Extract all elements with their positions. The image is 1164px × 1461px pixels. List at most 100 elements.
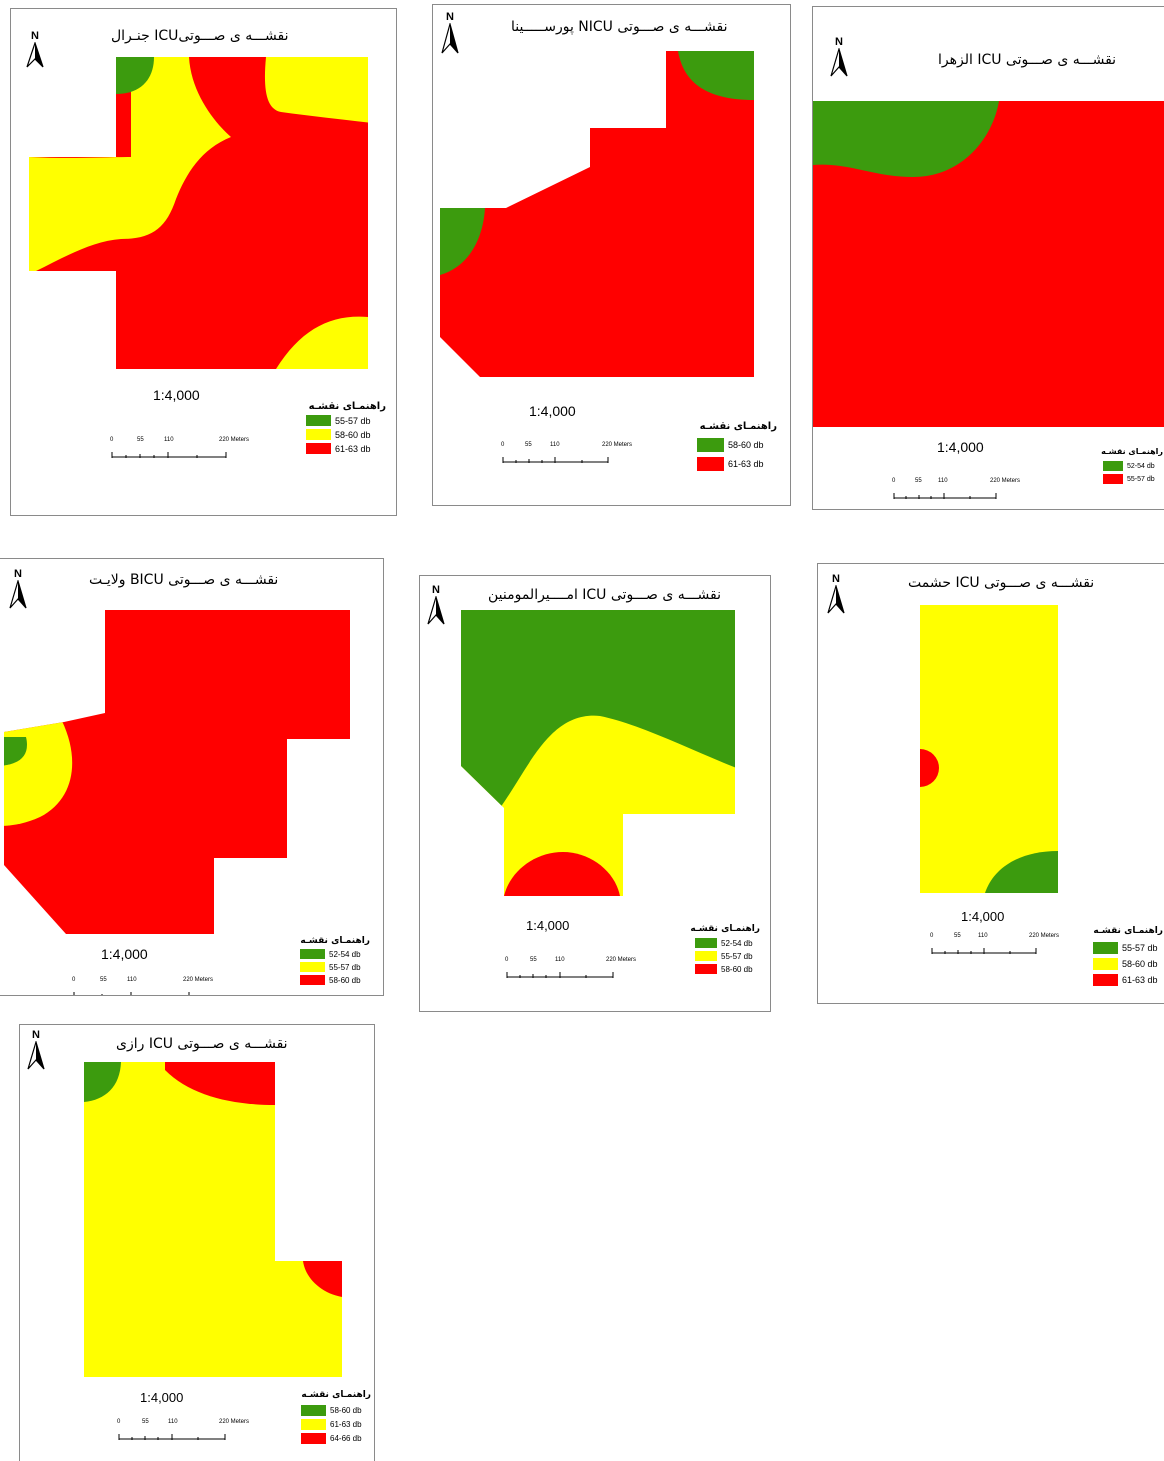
scale-tick-label: 55 bbox=[100, 977, 107, 983]
legend-item: 61-63 db bbox=[1093, 974, 1163, 986]
legend-item: 61-63 db bbox=[697, 457, 777, 471]
legend-swatch bbox=[695, 964, 717, 974]
green-zone bbox=[84, 1062, 121, 1102]
north-label: N bbox=[835, 36, 843, 48]
legend-item: 58-60 db bbox=[306, 429, 386, 440]
green-zone bbox=[461, 610, 735, 808]
legend-swatch bbox=[695, 938, 717, 948]
map-panel-amir: نقشـــه ی صـــوتی ICU امــــیرالمومنین N… bbox=[419, 575, 771, 1012]
north-label: N bbox=[832, 573, 840, 585]
north-label: N bbox=[31, 30, 39, 42]
north-arrow-icon bbox=[27, 1039, 45, 1070]
scale-tick-label: 110 bbox=[550, 442, 560, 448]
map-legend: راهنمـای نقشـه 58-60 db 61-63 db bbox=[697, 421, 777, 471]
legend-swatch bbox=[697, 438, 724, 452]
scale-bar: 0 55 110 220 Meters bbox=[501, 442, 652, 469]
legend-swatch bbox=[306, 443, 331, 454]
legend-item: 61-63 db bbox=[306, 443, 386, 454]
scale-tick-label: 55 bbox=[915, 478, 922, 484]
scale-bar-line bbox=[502, 457, 609, 463]
map-title: نقشـــه ی صـــوتی ICU الزهرا bbox=[938, 52, 1117, 68]
noise-map-amir bbox=[461, 610, 735, 896]
scale-ratio: 1:4,000 bbox=[937, 439, 984, 455]
legend-label: 61-63 db bbox=[330, 1420, 362, 1429]
scale-tick-label: 220 Meters bbox=[219, 437, 250, 443]
legend-item: 58-60 db bbox=[300, 975, 370, 985]
north-arrow-icon bbox=[830, 46, 848, 77]
legend-item: 55-57 db bbox=[300, 962, 370, 972]
scale-tick-label: 0 bbox=[117, 1419, 121, 1425]
legend-swatch bbox=[306, 415, 331, 426]
yellow-zone bbox=[84, 1062, 342, 1377]
legend-item: 58-60 db bbox=[1093, 958, 1163, 970]
scale-ratio: 1:4,000 bbox=[526, 918, 570, 933]
legend-swatch bbox=[1093, 974, 1118, 986]
red-zone bbox=[920, 749, 939, 787]
scale-bar: 0 55 110 220 Meters bbox=[892, 478, 1043, 505]
yellow-zone bbox=[264, 57, 368, 129]
north-arrow-icon bbox=[9, 578, 27, 609]
scale-ratio: 1:4,000 bbox=[140, 1390, 184, 1405]
legend-item: 64-66 db bbox=[301, 1433, 371, 1444]
north-label: N bbox=[446, 11, 454, 23]
scale-bar: 0 55 110 220 Meters bbox=[117, 1419, 268, 1446]
legend-title: راهنمـای نقشـه bbox=[1093, 926, 1163, 936]
legend-item: 58-60 db bbox=[697, 438, 777, 452]
legend-swatch bbox=[300, 962, 325, 972]
legend-item: 58-60 db bbox=[695, 964, 760, 974]
legend-title: راهنمـای نقشـه bbox=[690, 924, 760, 934]
noise-map-poursina bbox=[440, 51, 754, 377]
legend-label: 52-54 db bbox=[329, 949, 361, 959]
map-panel-velayat: نقشـــه ی صـــوتی BICU ولایـت N 1:4,000 … bbox=[0, 558, 384, 996]
scale-tick-label: 0 bbox=[892, 478, 896, 484]
green-zone bbox=[4, 737, 27, 766]
scale-tick-label: 55 bbox=[954, 933, 961, 939]
scale-tick-label: 110 bbox=[127, 977, 137, 983]
legend-item: 55-57 db bbox=[695, 951, 760, 961]
map-panel-razi: نقشـــه ی صـــوتی ICU رازی N 1:4,000 0 55… bbox=[19, 1024, 375, 1461]
legend-label: 55-57 db bbox=[1122, 943, 1158, 953]
legend-label: 58-60 db bbox=[728, 440, 764, 450]
scale-tick-label: 55 bbox=[137, 437, 144, 443]
red-zone bbox=[303, 1261, 342, 1297]
north-arrow-icon bbox=[427, 594, 445, 625]
map-legend: راهنمـای نقشـه 52-54 db 55-57 db 58-60 d… bbox=[300, 936, 370, 985]
green-zone bbox=[116, 57, 154, 94]
scale-tick-label: 220 Meters bbox=[990, 478, 1021, 484]
legend-swatch bbox=[695, 951, 717, 961]
legend-label: 58-60 db bbox=[329, 975, 361, 985]
scale-tick-label: 110 bbox=[938, 478, 948, 484]
legend-swatch bbox=[300, 949, 325, 959]
north-label: N bbox=[32, 1029, 40, 1041]
scale-tick-label: 220 Meters bbox=[183, 977, 214, 983]
legend-label: 55-57 db bbox=[721, 951, 753, 961]
legend-item: 52-54 db bbox=[695, 938, 760, 948]
scale-bar: 0 55 110 220 Meters bbox=[110, 437, 261, 464]
map-legend: راهنمـای نقشـه 52-54 db 55-57 db bbox=[1101, 447, 1163, 484]
red-zone bbox=[165, 1062, 275, 1105]
legend-label: 61-63 db bbox=[335, 443, 371, 454]
legend-title: راهنمـای نقشـه bbox=[300, 936, 370, 946]
legend-item: 55-57 db bbox=[1093, 942, 1163, 954]
red-zone bbox=[4, 610, 350, 934]
scale-tick-label: 0 bbox=[501, 442, 505, 448]
legend-label: 52-54 db bbox=[721, 938, 753, 948]
legend-label: 55-57 db bbox=[1127, 475, 1155, 483]
noise-map-alzahra bbox=[813, 101, 1164, 427]
legend-label: 58-60 db bbox=[330, 1406, 362, 1415]
green-zone bbox=[440, 208, 485, 275]
scale-bar-line bbox=[506, 972, 614, 978]
scale-tick-label: 220 Meters bbox=[602, 442, 633, 448]
scale-bar-line bbox=[893, 493, 997, 499]
scale-tick-label: 0 bbox=[505, 957, 509, 963]
red-zone bbox=[504, 852, 620, 896]
yellow-zone bbox=[920, 605, 1058, 893]
scale-tick-label: 110 bbox=[168, 1419, 178, 1425]
scale-bar: 0 55 110 220 Meters bbox=[72, 977, 223, 995]
legend-item: 61-63 db bbox=[301, 1419, 371, 1430]
map-panel-general: نقشـــه ی صـــوتیICU جنـرال N 1:4,000 0 5… bbox=[10, 8, 397, 516]
scale-tick-label: 0 bbox=[72, 977, 76, 983]
north-arrow: N bbox=[8, 569, 28, 615]
legend-swatch bbox=[306, 429, 331, 440]
map-title: نقشـــه ی صـــوتی ICU حشمت bbox=[908, 575, 1095, 591]
